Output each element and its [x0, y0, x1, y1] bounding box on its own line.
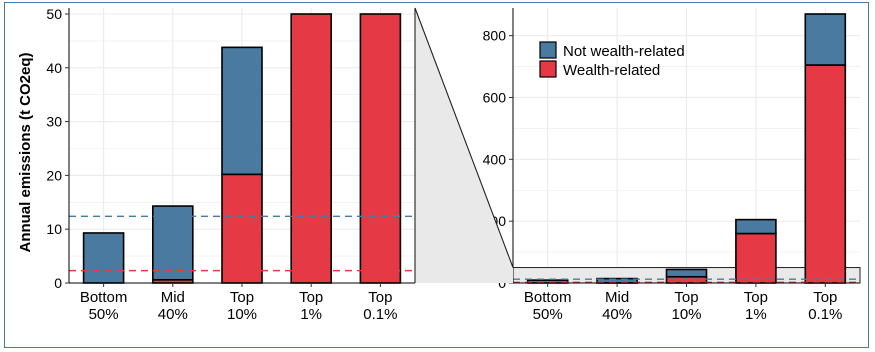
x-tick-label-line: 50%: [533, 306, 563, 323]
x-tick-label-line: Mid: [161, 289, 185, 306]
y-tick-label: 400: [483, 151, 507, 167]
bar-not-wealth: [804, 13, 847, 66]
x-tick-label-line: Bottom: [80, 289, 128, 306]
bar-wealth: [221, 173, 263, 284]
x-tick-label: Top 10%: [227, 289, 257, 323]
zoom-connector-top: [414, 7, 514, 268]
x-tick-label: Mid 40%: [158, 289, 188, 323]
bar-not-wealth: [82, 232, 125, 284]
bar-wealth: [735, 232, 777, 284]
x-tick-label-line: Top: [674, 289, 698, 306]
x-tick-label-line: 1%: [300, 306, 322, 323]
x-tick-label: Mid 40%: [602, 289, 632, 323]
y-tick-label: 800: [483, 28, 507, 44]
x-tick-label-line: 40%: [602, 306, 632, 323]
x-tick-label-line: 10%: [227, 306, 257, 323]
figure-frame: [4, 2, 869, 348]
y-tick-label: 30: [46, 114, 62, 130]
bar-not-wealth: [221, 46, 263, 176]
bar-not-wealth: [152, 205, 194, 281]
y-tick-label: 0: [54, 275, 62, 291]
legend-label: Not wealth-related: [563, 43, 685, 60]
x-tick-label: Top 0.1%: [363, 289, 397, 323]
y-tick-label: 20: [46, 167, 62, 183]
y-tick-label: 600: [483, 89, 507, 105]
x-tick-label-line: 40%: [158, 306, 188, 323]
x-tick-label-line: Top: [368, 289, 392, 306]
zoom-connector-fill: [415, 8, 513, 283]
y-axis-title: Annual emissions (t CO2eq): [17, 52, 34, 252]
bar-wealth: [290, 13, 333, 284]
legend-label: Wealth-related: [563, 62, 660, 79]
x-tick-label-line: Top: [744, 289, 768, 306]
x-tick-label-line: Top: [230, 289, 254, 306]
bar-not-wealth: [665, 268, 708, 278]
y-tick-label: 40: [46, 60, 62, 76]
legend-key: [539, 41, 557, 59]
x-tick-label: Bottom 50%: [524, 289, 572, 323]
x-tick-label-line: Mid: [605, 289, 629, 306]
x-tick-label-line: 0.1%: [808, 306, 842, 323]
x-tick-label: Top 1%: [744, 289, 768, 323]
bar-wealth: [359, 13, 402, 284]
x-tick-label: Bottom 50%: [80, 289, 128, 323]
x-tick-label-line: Top: [299, 289, 323, 306]
y-tick-label: 10: [46, 221, 62, 237]
x-tick-label-line: 10%: [671, 306, 701, 323]
x-tick-label-line: Top: [813, 289, 837, 306]
legend-key: [539, 60, 557, 78]
y-tick-label: 50: [46, 6, 62, 22]
x-tick-label: Top 10%: [671, 289, 701, 323]
x-tick-label: Top 0.1%: [808, 289, 842, 323]
x-tick-label-line: 0.1%: [363, 306, 397, 323]
x-tick-label-line: Bottom: [524, 289, 572, 306]
bar-wealth: [804, 64, 847, 284]
x-tick-label-line: 1%: [745, 306, 767, 323]
x-tick-label-line: 50%: [89, 306, 119, 323]
x-tick-label: Top 1%: [299, 289, 323, 323]
bar-not-wealth: [735, 218, 777, 235]
